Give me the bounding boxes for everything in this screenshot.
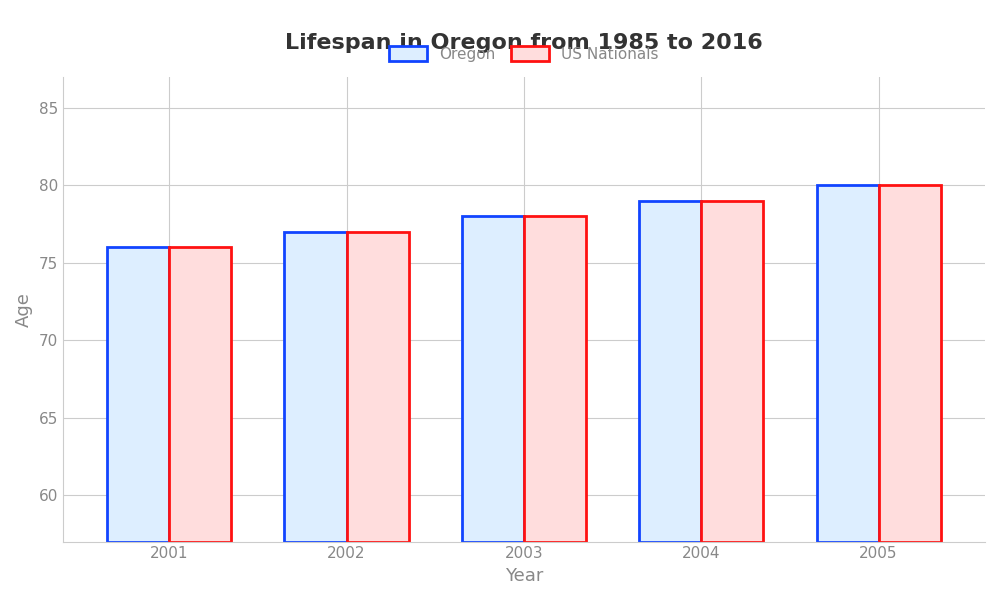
- Bar: [524, 216, 586, 542]
- X-axis label: Year: Year: [505, 567, 543, 585]
- Y-axis label: Age: Age: [15, 292, 33, 326]
- Bar: [817, 185, 879, 542]
- Bar: [107, 247, 169, 542]
- Bar: [169, 247, 231, 542]
- Bar: [879, 185, 941, 542]
- Bar: [284, 232, 347, 542]
- Legend: Oregon, US Nationals: Oregon, US Nationals: [381, 38, 666, 69]
- Bar: [701, 201, 763, 542]
- Bar: [462, 216, 524, 542]
- Bar: [347, 232, 409, 542]
- Title: Lifespan in Oregon from 1985 to 2016: Lifespan in Oregon from 1985 to 2016: [285, 33, 763, 53]
- Bar: [639, 201, 701, 542]
